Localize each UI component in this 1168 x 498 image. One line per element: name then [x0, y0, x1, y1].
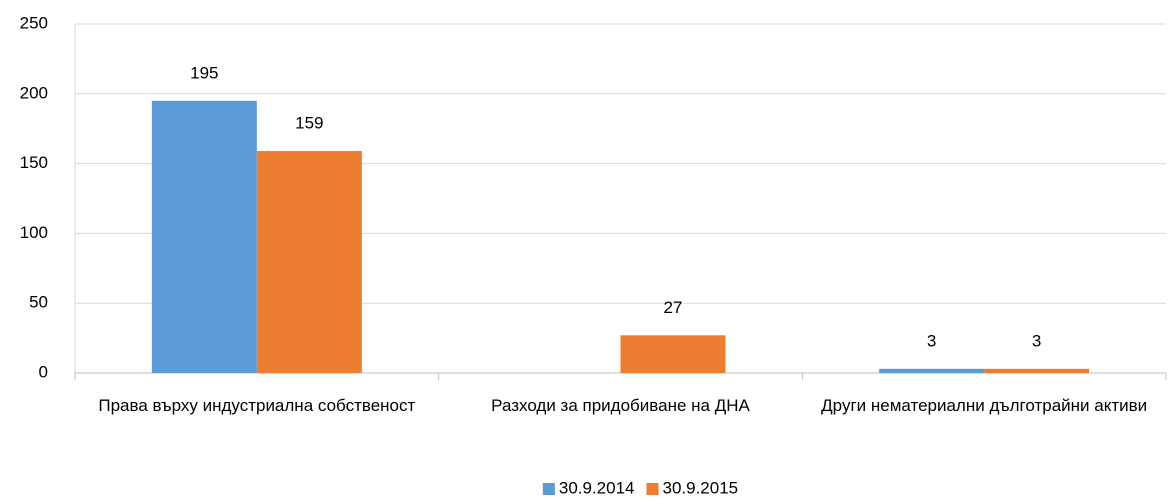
legend-label: 30.9.2014 — [559, 478, 635, 497]
x-tick-label: Други нематериални дълготрайни активи — [821, 396, 1147, 415]
data-label: 159 — [295, 114, 323, 133]
bar — [151, 100, 257, 373]
legend-item: 30.9.2015 — [646, 478, 739, 497]
y-tick-label: 100 — [20, 223, 48, 242]
legend-item: 30.9.2014 — [542, 478, 635, 497]
y-tick-label: 200 — [20, 83, 48, 102]
data-label: 3 — [1032, 331, 1041, 350]
bar — [620, 335, 726, 373]
y-tick-label: 50 — [29, 293, 48, 312]
y-tick-label: 0 — [39, 362, 48, 381]
legend-label: 30.9.2015 — [663, 478, 739, 497]
data-label: 27 — [664, 298, 683, 317]
x-tick-label: Разходи за придобиване на ДНА — [491, 396, 750, 415]
bar — [879, 368, 985, 373]
legend-swatch — [542, 483, 555, 495]
y-tick-label: 150 — [20, 153, 48, 172]
legend-swatch — [646, 483, 659, 495]
bar — [984, 368, 1090, 373]
bar — [256, 151, 362, 373]
data-label: 3 — [927, 331, 936, 350]
y-tick-label: 250 — [20, 13, 48, 32]
data-label: 195 — [190, 63, 218, 82]
x-tick-label: Права върху индустриална собственост — [98, 396, 415, 415]
